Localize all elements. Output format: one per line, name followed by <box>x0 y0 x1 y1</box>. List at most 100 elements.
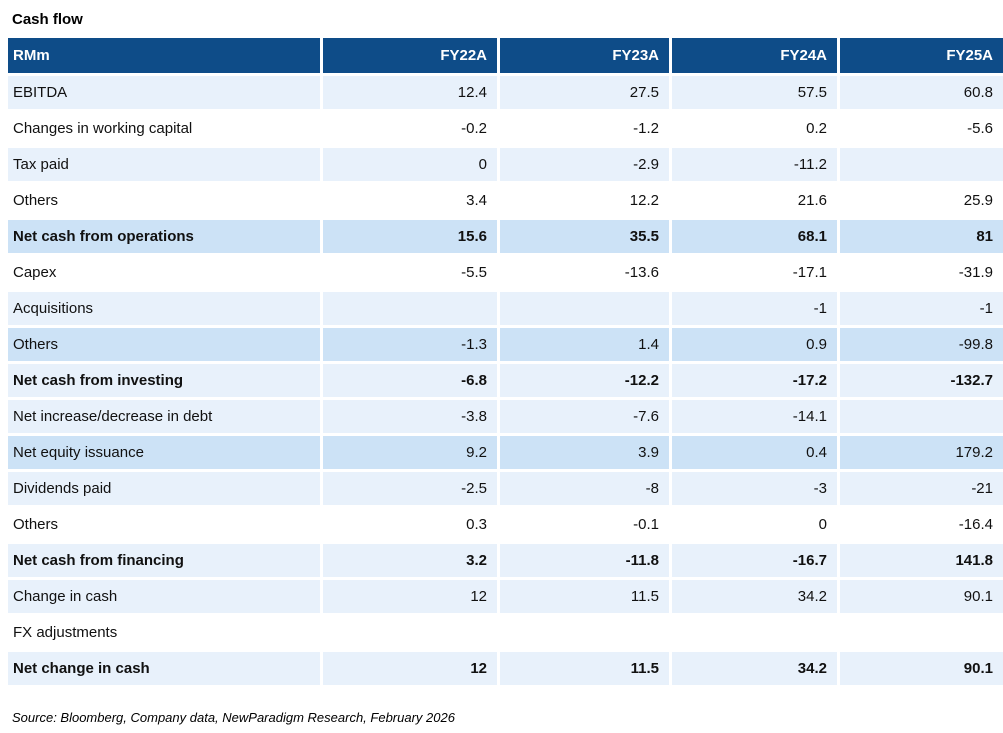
cell-fy24a: 0.2 <box>672 112 840 148</box>
table-body: EBITDA 12.4 27.5 57.5 60.8 Changes in working… <box>8 76 1003 688</box>
cell-fy23a <box>500 616 672 652</box>
cell-fy23a: 11.5 <box>500 652 672 688</box>
cell-fy25a <box>840 400 1003 436</box>
cell-fy22a <box>323 616 500 652</box>
cell-fy22a: 9.2 <box>323 436 500 472</box>
cell-fy25a <box>840 616 1003 652</box>
cell-fy22a: 3.4 <box>323 184 500 220</box>
row-label: Acquisitions <box>8 292 323 328</box>
cell-fy24a: -14.1 <box>672 400 840 436</box>
row-label: Others <box>8 508 323 544</box>
cell-fy23a: -13.6 <box>500 256 672 292</box>
row-label: Net cash from investing <box>8 364 323 400</box>
table-row: Others 0.3 -0.1 0 -16.4 <box>8 508 1003 544</box>
row-label: Net cash from financing <box>8 544 323 580</box>
table-title: Cash flow <box>12 11 83 28</box>
table-row: Others -1.3 1.4 0.9 -99.8 <box>8 328 1003 364</box>
cell-fy24a: -1 <box>672 292 840 328</box>
cell-fy25a: -1 <box>840 292 1003 328</box>
cell-fy23a: -11.8 <box>500 544 672 580</box>
row-label: EBITDA <box>8 76 323 112</box>
cell-fy22a: -5.5 <box>323 256 500 292</box>
cell-fy23a: -7.6 <box>500 400 672 436</box>
table-row: Acquisitions -1 -1 <box>8 292 1003 328</box>
table-row: Net cash from investing -6.8 -12.2 -17.2 -13… <box>8 364 1003 400</box>
cell-fy24a: -17.2 <box>672 364 840 400</box>
cell-fy22a: -2.5 <box>323 472 500 508</box>
row-label: Net change in cash <box>8 652 323 688</box>
cell-fy24a: -16.7 <box>672 544 840 580</box>
cell-fy23a: 12.2 <box>500 184 672 220</box>
cell-fy25a: 90.1 <box>840 652 1003 688</box>
cell-fy22a: -0.2 <box>323 112 500 148</box>
cell-fy22a: 0 <box>323 148 500 184</box>
header-cell-fy24a: FY24A <box>672 38 840 76</box>
row-label: Change in cash <box>8 580 323 616</box>
cell-fy22a <box>323 292 500 328</box>
table-row: Changes in working capital -0.2 -1.2 0.2 -5.… <box>8 112 1003 148</box>
cell-fy25a <box>840 148 1003 184</box>
cell-fy24a: 68.1 <box>672 220 840 256</box>
row-label: Net increase/decrease in debt <box>8 400 323 436</box>
row-label: Capex <box>8 256 323 292</box>
table-row: Net increase/decrease in debt -3.8 -7.6 -14… <box>8 400 1003 436</box>
cell-fy22a: 12 <box>323 580 500 616</box>
cell-fy23a: -12.2 <box>500 364 672 400</box>
row-label: Changes in working capital <box>8 112 323 148</box>
row-label: Tax paid <box>8 148 323 184</box>
cell-fy22a: -3.8 <box>323 400 500 436</box>
row-label: Dividends paid <box>8 472 323 508</box>
cell-fy24a <box>672 616 840 652</box>
cell-fy25a: 81 <box>840 220 1003 256</box>
table-row: Dividends paid -2.5 -8 -3 -21 <box>8 472 1003 508</box>
table-row: Net change in cash 12 11.5 34.2 90.1 <box>8 652 1003 688</box>
cash-flow-table: RMm FY22A FY23A FY24A FY25A EBITDA 12.4 27.5 57… <box>8 38 1003 688</box>
cell-fy23a: 1.4 <box>500 328 672 364</box>
cell-fy24a: 34.2 <box>672 580 840 616</box>
table-row: FX adjustments <box>8 616 1003 652</box>
header-cell-fy25a: FY25A <box>840 38 1003 76</box>
cell-fy24a: 34.2 <box>672 652 840 688</box>
cell-fy23a: -0.1 <box>500 508 672 544</box>
table-row: Others 3.4 12.2 21.6 25.9 <box>8 184 1003 220</box>
cell-fy24a: 57.5 <box>672 76 840 112</box>
cell-fy25a: -21 <box>840 472 1003 508</box>
cell-fy25a: -5.6 <box>840 112 1003 148</box>
table-row: EBITDA 12.4 27.5 57.5 60.8 <box>8 76 1003 112</box>
cell-fy24a: 0 <box>672 508 840 544</box>
cell-fy22a: 0.3 <box>323 508 500 544</box>
cell-fy24a: -11.2 <box>672 148 840 184</box>
table-row: Net cash from financing 3.2 -11.8 -16.7 141.… <box>8 544 1003 580</box>
cell-fy23a: 35.5 <box>500 220 672 256</box>
header-row: RMm FY22A FY23A FY24A FY25A <box>8 38 1003 76</box>
cell-fy25a: 25.9 <box>840 184 1003 220</box>
cell-fy23a: 11.5 <box>500 580 672 616</box>
table-row: Net cash from operations 15.6 35.5 68.1 81 <box>8 220 1003 256</box>
cell-fy25a: 179.2 <box>840 436 1003 472</box>
source-note: Source: Bloomberg, Company data, NewPara… <box>12 710 455 725</box>
cell-fy25a: 141.8 <box>840 544 1003 580</box>
cell-fy25a: -99.8 <box>840 328 1003 364</box>
cell-fy23a: -8 <box>500 472 672 508</box>
cell-fy23a <box>500 292 672 328</box>
cell-fy23a: -1.2 <box>500 112 672 148</box>
table-row: Change in cash 12 11.5 34.2 90.1 <box>8 580 1003 616</box>
cell-fy22a: -1.3 <box>323 328 500 364</box>
header-cell-unit: RMm <box>8 38 323 76</box>
cell-fy22a: 12 <box>323 652 500 688</box>
header-cell-fy22a: FY22A <box>323 38 500 76</box>
cell-fy25a: -132.7 <box>840 364 1003 400</box>
cell-fy23a: 3.9 <box>500 436 672 472</box>
row-label: Net cash from operations <box>8 220 323 256</box>
table-row: Net equity issuance 9.2 3.9 0.4 179.2 <box>8 436 1003 472</box>
cell-fy23a: -2.9 <box>500 148 672 184</box>
cell-fy25a: 90.1 <box>840 580 1003 616</box>
cell-fy25a: -16.4 <box>840 508 1003 544</box>
row-label: FX adjustments <box>8 616 323 652</box>
cell-fy25a: 60.8 <box>840 76 1003 112</box>
cell-fy24a: -17.1 <box>672 256 840 292</box>
cell-fy25a: -31.9 <box>840 256 1003 292</box>
header-cell-fy23a: FY23A <box>500 38 672 76</box>
cell-fy24a: 21.6 <box>672 184 840 220</box>
row-label: Net equity issuance <box>8 436 323 472</box>
